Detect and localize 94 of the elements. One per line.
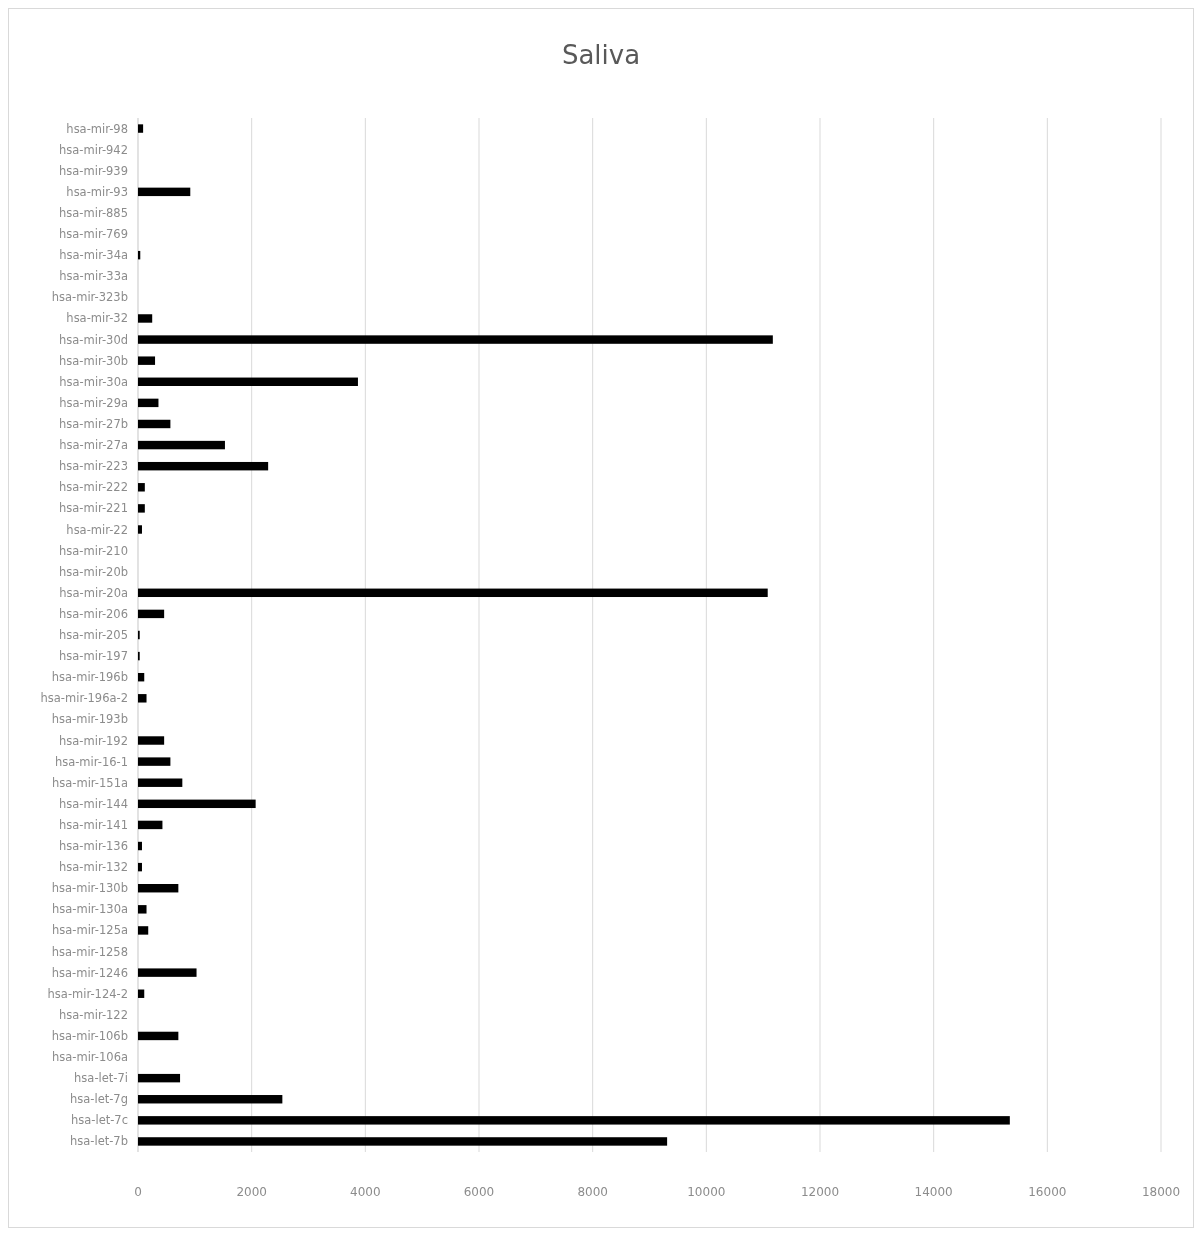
x-tick-label: 2000 [236, 1185, 267, 1199]
y-tick-label: hsa-mir-939 [59, 163, 128, 178]
y-tick-label: hsa-mir-22 [66, 522, 128, 537]
y-tick-label: hsa-mir-196b [51, 670, 128, 685]
y-tick-label: hsa-mir-106a [51, 1050, 128, 1065]
bar [138, 419, 171, 429]
bar [138, 778, 183, 787]
y-tick-label: hsa-mir-1246 [51, 965, 128, 980]
y-tick-label: hsa-mir-130b [51, 881, 128, 896]
bar [138, 694, 147, 703]
bar [138, 862, 142, 872]
bar [138, 356, 156, 365]
bar [138, 672, 145, 682]
y-tick-label: hsa-mir-124-2 [47, 986, 128, 1001]
y-tick-label: hsa-mir-210 [59, 543, 128, 558]
y-tick-label: hsa-mir-323b [51, 290, 128, 305]
x-tick-label: 14000 [914, 1185, 953, 1199]
bar [138, 884, 179, 893]
bar [138, 757, 171, 766]
y-tick-label: hsa-mir-16-1 [54, 754, 128, 769]
x-tick-label: 8000 [577, 1185, 608, 1199]
y-tick-label: hsa-mir-196a-2 [40, 691, 128, 706]
y-tick-label: hsa-mir-132 [59, 860, 128, 875]
y-tick-label: hsa-mir-125a [51, 923, 128, 938]
chart-title: Saliva [561, 40, 641, 70]
bar [138, 736, 165, 745]
y-tick-label: hsa-mir-141 [59, 817, 128, 832]
bar [138, 124, 144, 133]
bar [138, 989, 145, 998]
y-tick-label: hsa-let-7i [74, 1071, 128, 1086]
y-tick-label: hsa-mir-197 [59, 649, 128, 664]
bar [138, 314, 153, 323]
y-tick-label: hsa-let-7c [70, 1113, 128, 1128]
bar [138, 609, 165, 619]
bar [138, 525, 142, 534]
bar [138, 1137, 668, 1146]
bar [138, 841, 142, 851]
bar [138, 1031, 179, 1041]
x-tick-label: 0 [134, 1185, 142, 1199]
x-tick-label: 12000 [800, 1185, 840, 1199]
y-tick-label: hsa-mir-30d [59, 332, 128, 347]
y-tick-label: hsa-mir-122 [59, 1007, 128, 1022]
x-tick-label: 18000 [1141, 1185, 1181, 1199]
bar [138, 377, 358, 386]
bar [138, 461, 269, 471]
y-tick-label: hsa-mir-93 [66, 184, 128, 199]
x-tick-label: 10000 [687, 1185, 726, 1199]
y-tick-label: hsa-mir-27a [59, 438, 128, 453]
y-tick-label: hsa-mir-30b [59, 353, 128, 368]
y-tick-label: hsa-mir-205 [59, 628, 128, 643]
x-tick-label: 6000 [463, 1185, 495, 1199]
y-tick-label: hsa-mir-29a [59, 395, 128, 410]
y-tick-label: hsa-mir-30a [59, 374, 128, 389]
y-tick-label: hsa-mir-769 [59, 227, 128, 242]
y-tick-label: hsa-mir-106b [51, 1028, 128, 1043]
y-tick-label: hsa-mir-885 [59, 205, 128, 220]
y-tick-label: hsa-let-7g [69, 1092, 128, 1107]
y-tick-label: hsa-mir-32 [66, 311, 128, 326]
y-tick-label: hsa-mir-222 [59, 480, 128, 495]
y-tick-label: hsa-mir-136 [59, 839, 128, 854]
bar [138, 440, 225, 450]
bar [138, 483, 145, 492]
y-tick-label: hsa-mir-20a [59, 585, 128, 600]
bar [138, 1073, 181, 1083]
bar [138, 905, 147, 914]
bar [138, 504, 145, 513]
bar [138, 820, 163, 830]
y-tick-label: hsa-mir-192 [59, 733, 128, 748]
y-tick-label: hsa-mir-1258 [51, 944, 128, 959]
y-tick-label: hsa-mir-193b [51, 712, 128, 727]
y-tick-label: hsa-mir-34a [59, 248, 128, 263]
y-tick-label: hsa-mir-33a [59, 269, 128, 284]
bar [138, 1095, 283, 1104]
bar [138, 1116, 1010, 1125]
bar [138, 926, 149, 935]
x-tick-label: 16000 [1028, 1185, 1067, 1199]
y-tick-label: hsa-mir-144 [59, 796, 128, 811]
y-tick-label: hsa-mir-130a [51, 902, 128, 917]
x-tick-label: 4000 [350, 1185, 381, 1199]
bar [138, 398, 159, 408]
bar [138, 968, 197, 977]
y-tick-label: hsa-let-7b [69, 1134, 128, 1149]
y-tick-label: hsa-mir-98 [66, 121, 128, 136]
y-tick-label: hsa-mir-206 [59, 606, 128, 621]
y-tick-label: hsa-mir-20b [59, 564, 128, 579]
bar [138, 588, 768, 598]
y-tick-label: hsa-mir-942 [59, 142, 128, 157]
bar [138, 187, 191, 197]
y-tick-label: hsa-mir-27b [59, 417, 128, 431]
y-tick-label: hsa-mir-151a [51, 775, 128, 790]
bar [138, 799, 256, 809]
bar [138, 335, 773, 344]
y-tick-label: hsa-mir-223 [59, 459, 128, 474]
y-tick-label: hsa-mir-221 [59, 501, 128, 516]
